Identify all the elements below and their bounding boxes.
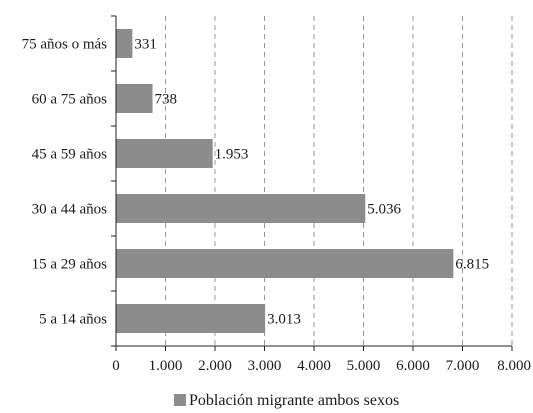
axes [111,15,513,351]
x-tick-label: 8.000 [497,358,531,374]
bars [116,29,454,333]
y-tick-labels: 75 años o más 60 a 75 años 45 a 59 años 30 … [22,37,108,328]
x-tick-label: 2.000 [198,358,232,374]
data-label: 3.013 [267,312,301,328]
y-tick-label: 75 años o más [22,37,108,53]
x-tick-label: 5.000 [347,358,381,374]
bar [116,249,454,278]
data-labels: 331 738 1.953 5.036 6.815 3.013 [134,37,489,328]
legend: Población migrante ambos sexos [174,392,399,409]
data-label: 331 [134,37,157,53]
legend-swatch [174,394,186,406]
bar [116,139,213,168]
data-label: 1.953 [215,147,249,163]
x-tick-labels: 0 1.000 2.000 3.000 4.000 5.000 6.000 7.000 8.00… [112,358,531,374]
bar [116,304,266,333]
bar [116,194,366,223]
x-tick-label: 7.000 [446,358,480,374]
legend-label: Población migrante ambos sexos [189,392,399,409]
y-tick-label: 30 a 44 años [32,202,108,218]
y-tick-label: 15 a 29 años [32,257,108,273]
bar [116,29,133,58]
x-tick-label: 3.000 [248,358,282,374]
y-tick-label: 5 a 14 años [39,312,107,328]
x-tick-label: 0 [112,358,120,374]
data-label: 6.815 [455,257,489,273]
data-label: 738 [155,92,178,108]
gridlines [165,16,513,346]
data-label: 5.036 [367,202,401,218]
y-tick-label: 60 a 75 años [32,92,108,108]
x-tick-label: 4.000 [297,358,331,374]
bar [116,84,153,113]
x-tick-label: 6.000 [396,358,430,374]
x-tick-label: 1.000 [149,358,183,374]
y-tick-label: 45 a 59 años [32,147,108,163]
